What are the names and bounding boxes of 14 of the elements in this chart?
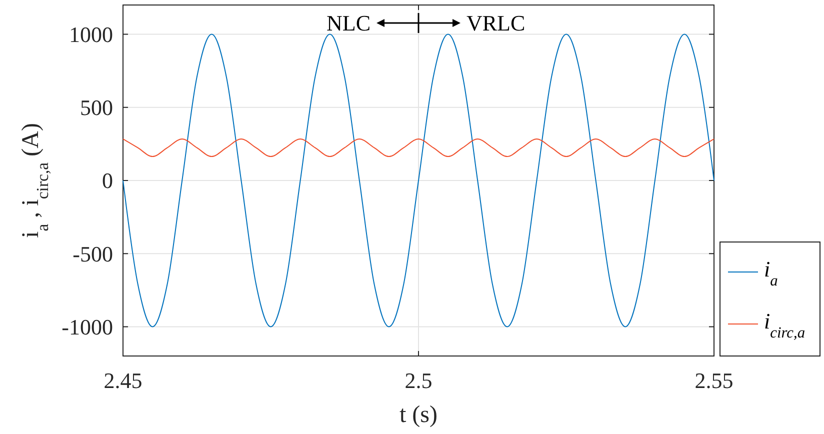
x-tick-label: 2.5: [404, 368, 432, 393]
legend-label: i$_{a}$: [764, 256, 778, 289]
x-tick-label: 2.45: [104, 368, 142, 393]
legend-label: i$_{circ,a}$: [764, 308, 806, 341]
y-tick-label: 0: [102, 168, 113, 194]
y-tick-label: 1000: [69, 22, 113, 47]
y-tick-label: -500: [72, 241, 113, 266]
annotation: VRLC: [466, 10, 526, 36]
y-tick-label: -1000: [62, 314, 113, 340]
x-tick-label: 2.55: [694, 368, 734, 393]
y-tick-label: 500: [80, 95, 113, 120]
x-axis-title: t (s): [400, 402, 438, 428]
line-series: [122, 34, 714, 328]
annotation: NLC: [326, 10, 370, 36]
